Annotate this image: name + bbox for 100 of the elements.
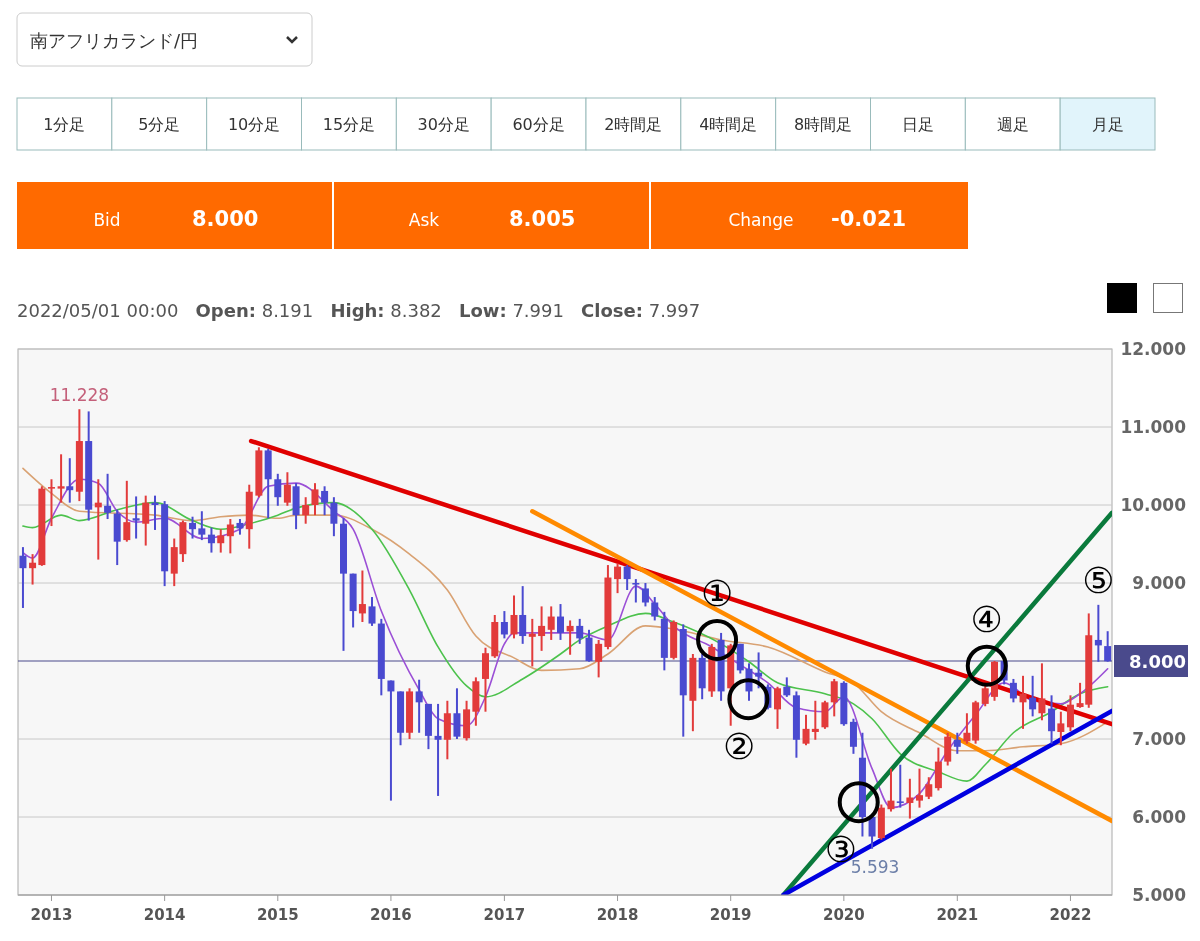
point (837, 781, 880, 824)
x-tick-label: 2013 (30, 906, 73, 924)
x-tick-label: 2016 (370, 906, 412, 924)
text: Bid (93, 210, 121, 230)
candlestick (651, 596, 659, 622)
y-tick-label: 5.000 (1132, 885, 1187, 905)
x-tick-label: 2014 (143, 906, 186, 924)
text: 15分足 (322, 115, 376, 134)
candlestick (783, 676, 791, 698)
text: Ask (408, 210, 440, 230)
candlestick (963, 712, 971, 745)
candlestick (368, 596, 376, 627)
candlestick (1009, 677, 1017, 704)
text: 8時間足 (793, 115, 853, 134)
x-tick-label: 2017 (483, 906, 526, 924)
candlestick (1048, 694, 1056, 745)
y-tick-label: 11.000 (1120, 417, 1187, 437)
x-tick-label: 2021 (936, 906, 979, 924)
candlestick (774, 685, 782, 730)
candlestick (925, 776, 933, 801)
text: Change (728, 210, 794, 230)
candlestick (283, 471, 291, 507)
candlestick (519, 585, 527, 645)
ref-line-label: 8.000 (1129, 651, 1186, 672)
annotation: 11.228 (49, 385, 110, 406)
y-tick-label: 10.000 (1120, 495, 1187, 515)
text: 1分足 (43, 115, 86, 134)
candlestick (538, 605, 546, 652)
candlestick (623, 564, 631, 592)
x-tick-label: 2020 (822, 906, 865, 924)
candlestick (387, 679, 395, 802)
candlestick (1019, 674, 1027, 730)
candlestick (189, 515, 197, 540)
candlestick (274, 472, 282, 507)
candlestick (311, 482, 319, 517)
candlestick (415, 678, 423, 734)
candlestick (47, 478, 55, 528)
x-tick-label: 2019 (709, 906, 752, 924)
text: 週足 (996, 115, 1029, 134)
text: 8.005 (509, 207, 576, 231)
candlestick (510, 594, 518, 640)
candlestick (830, 677, 838, 718)
x-tick-label: 2022 (1049, 906, 1092, 924)
candlestick (755, 651, 763, 690)
y-tick-label: 12.000 (1120, 339, 1187, 359)
candlestick (528, 617, 536, 668)
text: 月足 (1091, 115, 1124, 134)
candlestick (868, 814, 876, 850)
y-tick-label: 9.000 (1132, 573, 1187, 593)
candlestick (887, 767, 895, 813)
candlestick (132, 495, 140, 540)
candlestick (1066, 694, 1074, 733)
candlestick (632, 578, 640, 604)
y-tick-label: 6.000 (1132, 807, 1187, 827)
text: 4時間足 (699, 115, 758, 134)
text: 日足 (901, 115, 934, 134)
candlestick (123, 479, 131, 543)
candlestick (953, 731, 961, 755)
annotation: ② (723, 726, 756, 768)
text: -0.021 (831, 207, 907, 231)
text: 2時間足 (604, 115, 663, 134)
point (696, 618, 739, 661)
candlestick (19, 546, 27, 609)
candlestick (981, 683, 989, 708)
annotation: ⑤ (1082, 559, 1115, 601)
candlestick (566, 619, 574, 656)
candlestick (1029, 674, 1037, 718)
candlestick (321, 485, 329, 517)
candlestick (330, 496, 338, 538)
text: 10分足 (227, 115, 281, 134)
candlestick (142, 494, 150, 547)
candlestick (358, 569, 366, 623)
candlestick (547, 605, 555, 641)
text: 60分足 (512, 115, 565, 134)
candlestick (302, 496, 310, 525)
candlestick (1057, 710, 1065, 747)
candlestick (226, 518, 234, 555)
text: 8.000 (192, 207, 259, 231)
candlestick (641, 582, 649, 608)
candlestick (434, 702, 442, 797)
annotation: ④ (970, 598, 1003, 640)
candlestick (29, 553, 37, 586)
candlestick (198, 510, 206, 542)
candlestick (576, 617, 584, 645)
text: 5分足 (138, 115, 181, 134)
candlestick (595, 638, 603, 679)
candlestick (811, 699, 819, 741)
candlestick (614, 562, 622, 595)
x-tick-label: 2015 (256, 906, 299, 924)
candlestick (896, 763, 904, 809)
candlestick (1094, 603, 1102, 663)
candlestick (104, 472, 112, 521)
text: 30分足 (417, 115, 470, 134)
candlestick (1038, 662, 1046, 722)
candlestick (217, 528, 225, 554)
text: 南アフリカランド/円 (30, 30, 199, 51)
text: 2022/05/01 00:00 Open: 8.191 High: 8.382 Low: 7.991 Close: 7.997 (17, 300, 701, 321)
candlestick (585, 628, 593, 663)
point (727, 678, 770, 721)
candlestick (557, 603, 565, 641)
